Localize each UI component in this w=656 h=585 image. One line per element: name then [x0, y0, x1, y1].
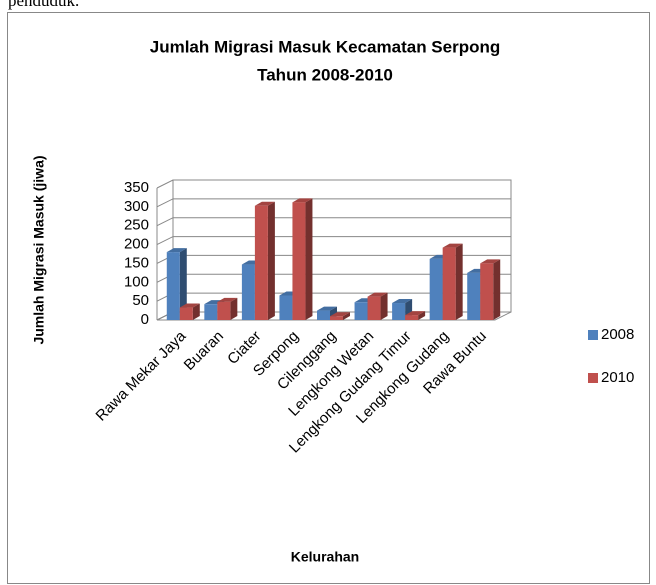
y-tick-label: 200 — [124, 236, 149, 253]
bar-top — [217, 297, 238, 302]
bar-side — [267, 201, 275, 320]
bar — [392, 303, 406, 320]
x-tick-label: Rawa Mekar Jaya — [93, 327, 190, 424]
legend-swatch — [588, 373, 598, 383]
bar-side — [455, 243, 463, 320]
bar — [254, 205, 268, 320]
legend-swatch — [588, 330, 598, 340]
bar — [480, 263, 494, 320]
bar-side — [305, 198, 313, 320]
bar-top — [166, 248, 187, 253]
bar-top — [442, 243, 463, 248]
bar-top — [405, 311, 426, 316]
bar — [179, 307, 193, 320]
bar — [279, 295, 293, 320]
x-tick-label: Buaran — [181, 328, 227, 374]
bar-top — [480, 259, 501, 264]
x-axis-title: Kelurahan — [291, 549, 359, 565]
bar — [166, 252, 180, 320]
y-tick-label: 300 — [124, 198, 149, 215]
bar — [429, 258, 443, 320]
bar — [330, 316, 343, 320]
bar — [467, 272, 481, 320]
bar-side — [418, 311, 426, 320]
bar-side — [493, 259, 501, 320]
bar — [292, 202, 306, 320]
bar-side — [380, 292, 388, 320]
bar — [317, 310, 330, 320]
chart-title: Tahun 2008-2010 — [257, 65, 393, 84]
bar — [354, 302, 368, 320]
y-tick-label: 100 — [124, 273, 149, 290]
bar-top — [392, 299, 413, 304]
bar-side — [179, 248, 187, 320]
bar-top — [292, 198, 313, 203]
bar — [241, 264, 255, 320]
y-axis-title: Jumlah Migrasi Masuk (jiwa) — [31, 155, 47, 344]
bar — [405, 315, 419, 320]
bar-top — [330, 312, 350, 317]
bar — [217, 301, 231, 320]
grid-line — [156, 198, 511, 208]
bar — [442, 247, 456, 320]
chart-title: Jumlah Migrasi Masuk Kecamatan Serpong — [150, 37, 501, 56]
bar-side — [192, 303, 200, 320]
bar — [367, 296, 381, 320]
legend-label: 2010 — [601, 369, 634, 386]
bar-side — [343, 312, 350, 320]
bar-top — [367, 292, 388, 297]
grid-line — [156, 179, 511, 189]
legend-label: 2008 — [601, 326, 634, 343]
grid-line — [156, 236, 511, 246]
y-tick-label: 150 — [124, 254, 149, 271]
bar-top — [254, 201, 275, 206]
chart-border — [7, 12, 650, 584]
grid-line — [156, 217, 511, 227]
y-tick-label: 350 — [124, 179, 149, 196]
bar-top — [179, 303, 200, 308]
bar-side — [230, 297, 238, 320]
y-tick-label: 250 — [124, 217, 149, 234]
y-tick-label: 0 — [141, 311, 149, 328]
bar — [204, 304, 218, 320]
page-text: penduduk. — [8, 0, 79, 10]
bar-top — [317, 306, 337, 311]
y-tick-label: 50 — [132, 292, 149, 309]
